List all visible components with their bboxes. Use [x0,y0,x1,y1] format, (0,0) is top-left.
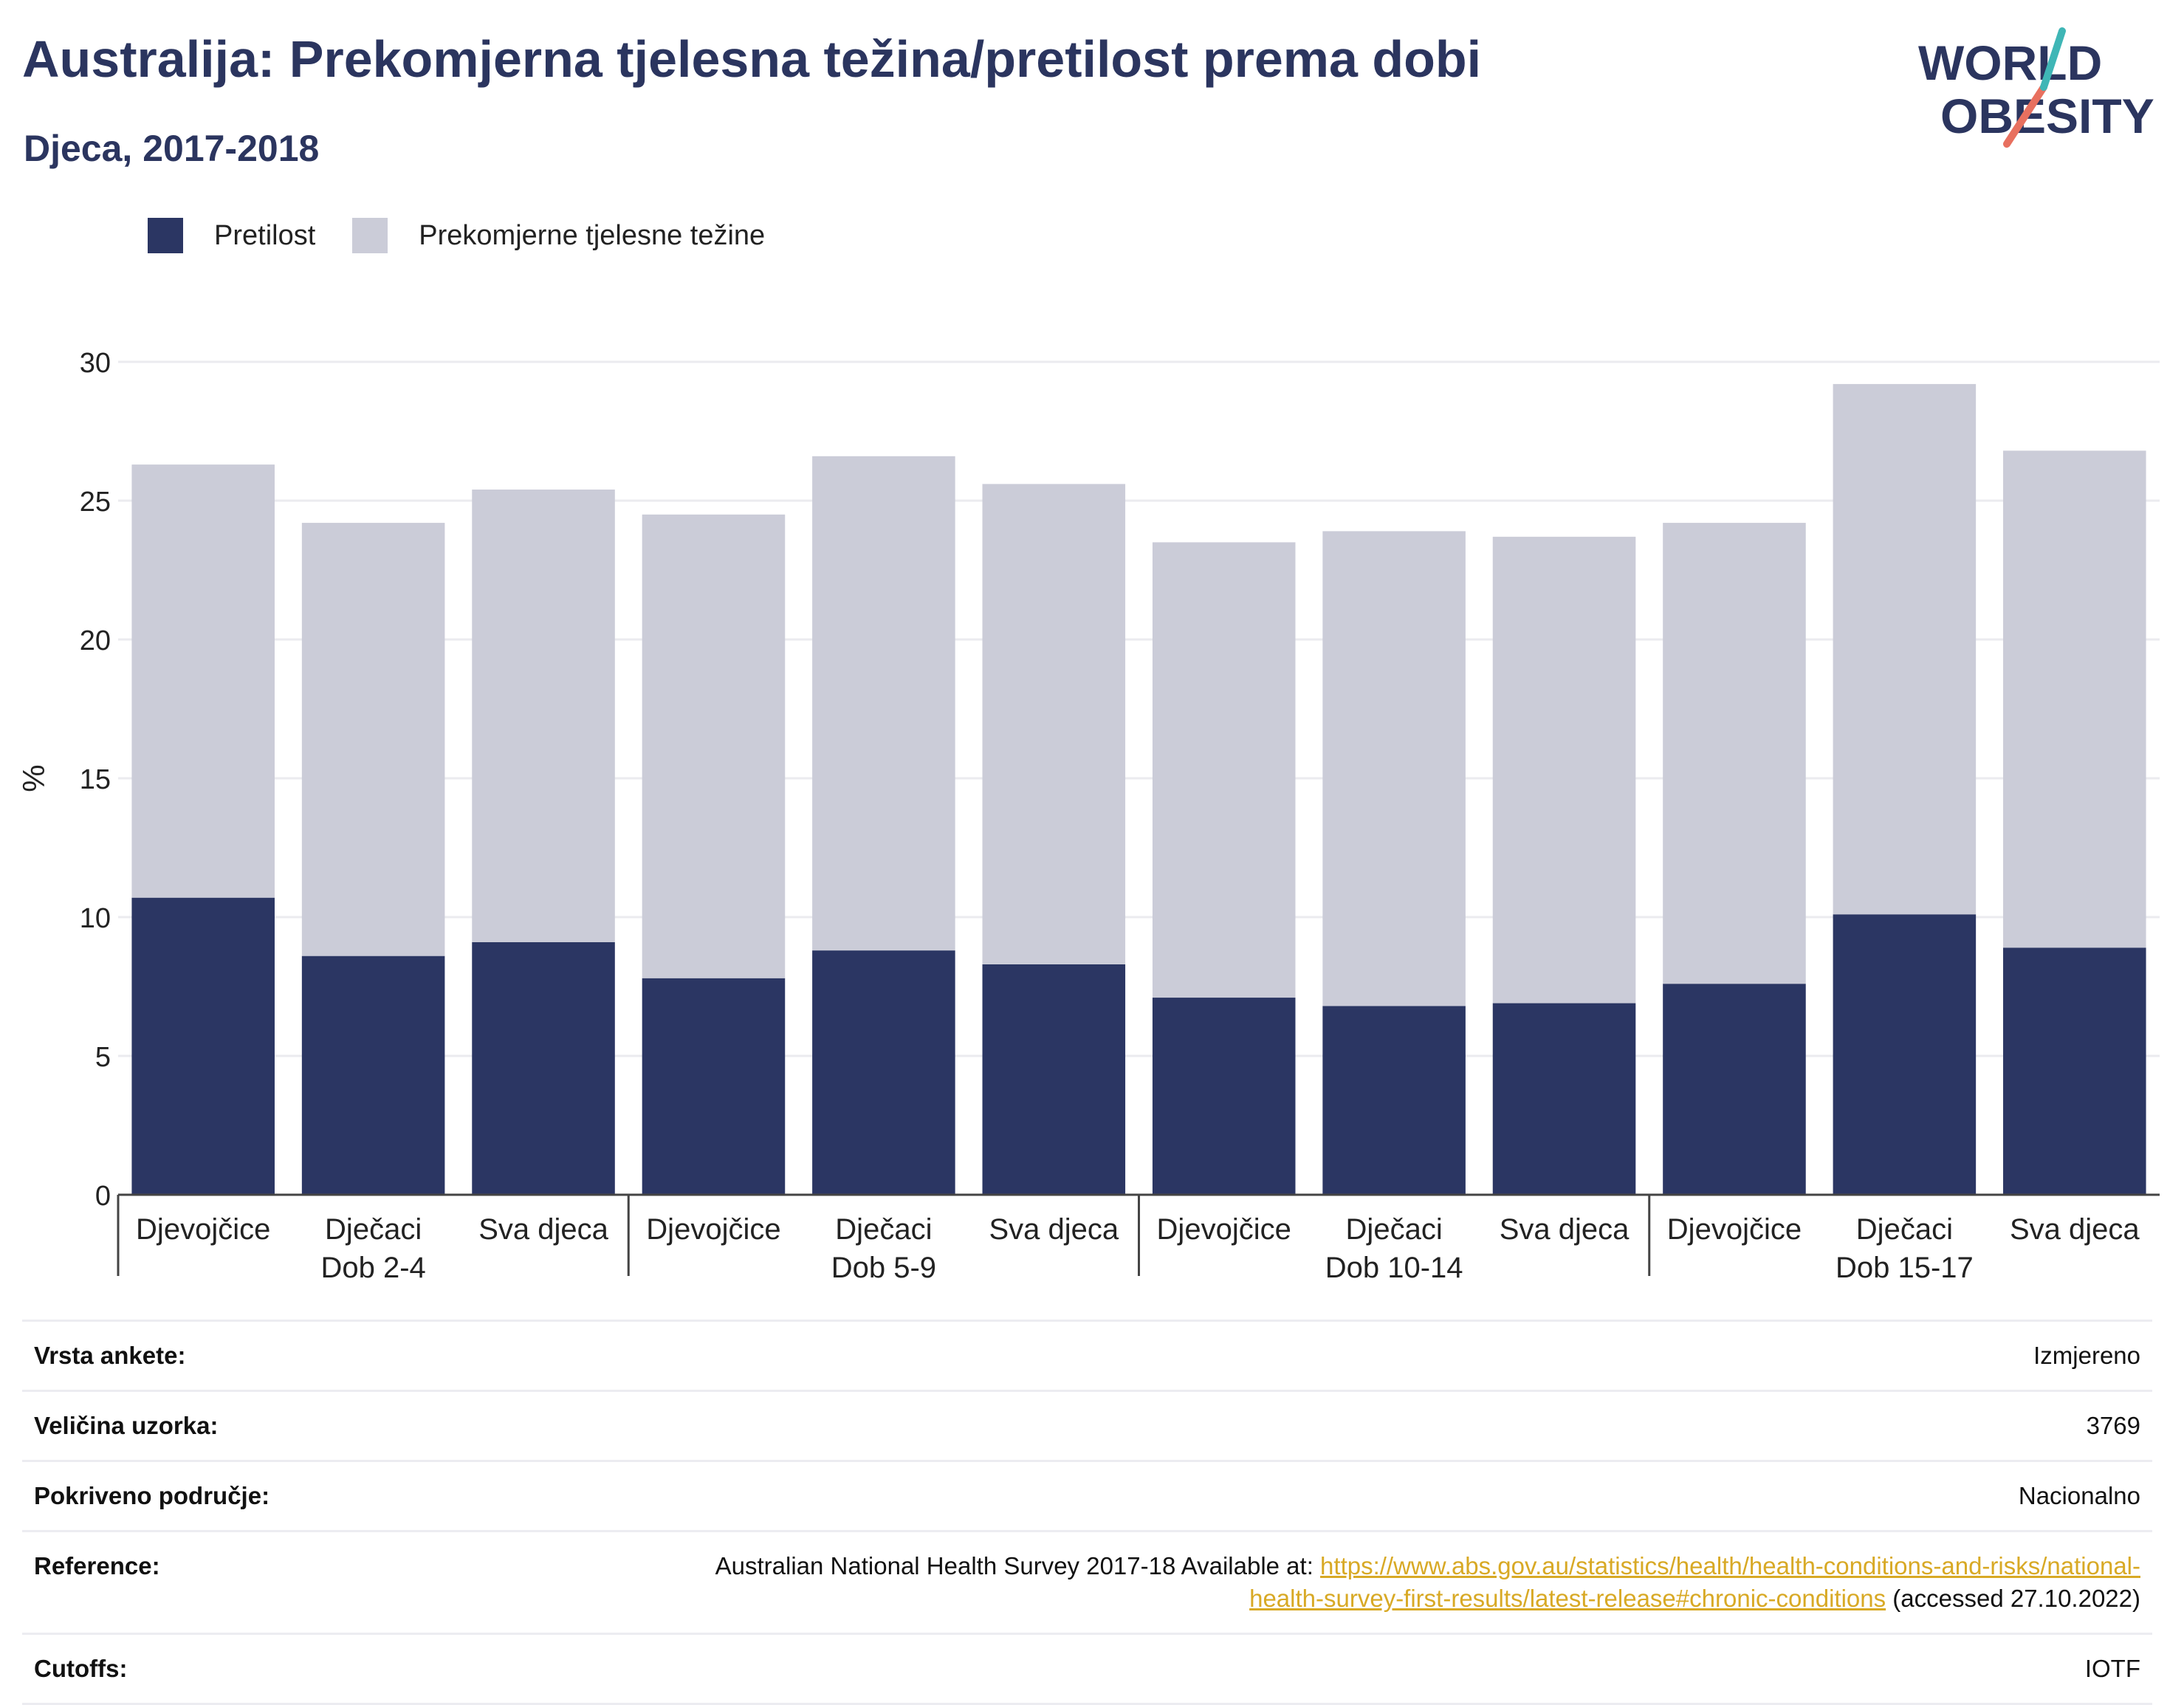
logo-line1: WORLD [1918,35,2102,90]
bar-overweight [642,514,786,978]
x-tick-label: Dječaci [325,1213,422,1246]
world-obesity-logo: WORLD OBESITY [1918,27,2154,148]
y-tick-label: 5 [95,1042,111,1073]
reference-link-part2[interactable]: health-survey-first-results/latest-relea… [1249,1585,1886,1612]
x-tick-label: Sva djeca [989,1213,1119,1246]
x-tick-label: Sva djeca [478,1213,608,1246]
x-tick-label: Sva djeca [1500,1213,1630,1246]
meta-row-sample-size: Veličina uzorka: 3769 [22,1390,2152,1462]
bar-overweight [472,489,615,942]
meta-label: Reference: [22,1530,563,1635]
bar-overweight [2003,450,2146,948]
reference-link-part1[interactable]: https://www.abs.gov.au/statistics/health… [1320,1552,2140,1579]
x-tick-label: Sva djeca [2010,1213,2140,1246]
x-tick-label: Dječaci [1856,1213,1953,1246]
x-tick-label: Dječaci [835,1213,932,1246]
legend-swatch-overweight [352,218,388,253]
legend-label-obesity: Pretilost [214,219,316,251]
bar-overweight [301,523,445,956]
bar-overweight [1152,542,1296,998]
bar-obesity [2003,947,2146,1195]
bar-obesity [642,978,786,1195]
bar-overweight [812,456,955,951]
x-group-label: Dob 10-14 [1325,1252,1463,1284]
y-tick-label: 30 [80,348,111,379]
x-group-label: Dob 15-17 [1836,1252,1974,1284]
meta-label: Cutoffs: [22,1633,563,1705]
x-tick-label: Djevojčice [1157,1213,1291,1246]
bar-obesity [982,964,1126,1195]
meta-value: 3769 [563,1390,2152,1462]
bar-obesity [1663,984,1806,1195]
x-tick-label: Djevojčice [646,1213,780,1246]
bar-obesity [301,956,445,1195]
x-tick-label: Dječaci [1346,1213,1443,1246]
bar-obesity [812,950,955,1195]
legend-item-obesity: Pretilost [148,218,315,253]
bar-obesity [131,897,275,1195]
meta-row-survey-type: Vrsta ankete: Izmjereno [22,1320,2152,1392]
y-tick-label: 25 [80,487,111,518]
y-tick-label: 15 [80,764,111,795]
bar-overweight [1833,384,1977,915]
bar-obesity [1322,1006,1466,1195]
bar-obesity [472,941,615,1195]
logo-line2: OBESITY [1940,89,2154,143]
meta-label: Pokriveno područje: [22,1460,563,1532]
meta-label: Vrsta ankete: [22,1320,563,1392]
chart-title: Australija: Prekomjerna tjelesna težina/… [22,30,1482,88]
bar-overweight [131,464,275,898]
stacked-bar-chart: 0 5 10 15 20 25 30% Djevojčice Dječaci Sva djeca D… [16,348,2160,1284]
x-group-label: Dob 5-9 [831,1252,936,1284]
meta-value: Nacionalno [563,1460,2152,1532]
reference-accessed: (accessed 27.10.2022) [1886,1585,2140,1612]
y-tick-label: 20 [80,625,111,656]
meta-value: IOTF [563,1633,2152,1705]
meta-value-reference: Australian National Health Survey 2017-1… [563,1530,2152,1635]
x-tick-label: Djevojčice [136,1213,270,1246]
bar-overweight [1322,531,1466,1006]
meta-label: Veličina uzorka: [22,1390,563,1462]
survey-metadata-table: Vrsta ankete: Izmjereno Veličina uzorka:… [22,1320,2152,1705]
meta-row-reference: Reference: Australian National Health Su… [22,1530,2152,1635]
meta-row-coverage: Pokriveno područje: Nacionalno [22,1460,2152,1532]
meta-row-cutoffs: Cutoffs: IOTF [22,1633,2152,1705]
bar-obesity [1492,1003,1636,1195]
x-group-label: Dob 2-4 [320,1252,425,1284]
chart-legend: Pretilost Prekomjerne tjelesne težine [148,218,802,253]
chart-subtitle: Djeca, 2017-2018 [24,128,320,169]
y-tick-label: 0 [95,1181,111,1212]
bar-obesity [1833,914,1977,1195]
bar-overweight [1492,536,1636,1004]
bar-overweight [982,484,1126,964]
bar-obesity [1152,998,1296,1195]
legend-swatch-obesity [148,218,183,253]
x-tick-label: Djevojčice [1667,1213,1802,1246]
meta-value: Izmjereno [563,1320,2152,1392]
y-tick-label: 10 [80,903,111,934]
y-axis-label: % [16,764,51,792]
legend-item-overweight: Prekomjerne tjelesne težine [352,218,765,253]
bar-overweight [1663,523,1806,984]
reference-text: Australian National Health Survey 2017-1… [715,1552,1321,1579]
legend-label-overweight: Prekomjerne tjelesne težine [419,219,766,251]
